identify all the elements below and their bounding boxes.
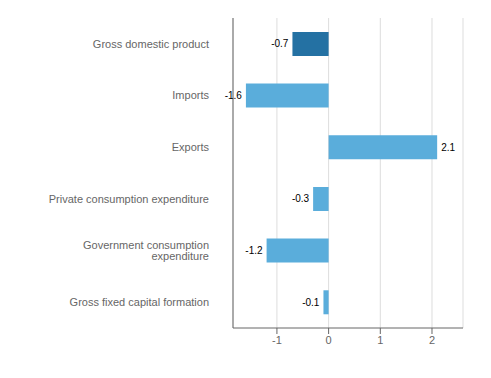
svg-text:-1.6: -1.6 xyxy=(225,90,243,101)
svg-text:-0.7: -0.7 xyxy=(271,38,289,49)
svg-text:2: 2 xyxy=(429,334,435,346)
svg-text:Government consumptionexpendit: Government consumptionexpenditure xyxy=(83,239,209,262)
svg-text:Gross domestic product: Gross domestic product xyxy=(93,38,209,50)
svg-text:-1.2: -1.2 xyxy=(245,245,263,256)
svg-text:Exports: Exports xyxy=(172,141,210,153)
svg-text:2.1: 2.1 xyxy=(441,142,455,153)
svg-text:Gross fixed capital formation: Gross fixed capital formation xyxy=(70,296,209,308)
svg-text:1: 1 xyxy=(377,334,383,346)
svg-text:Private consumption expenditur: Private consumption expenditure xyxy=(49,193,209,205)
svg-text:Imports: Imports xyxy=(172,89,209,101)
svg-text:-0.1: -0.1 xyxy=(302,297,320,308)
svg-text:-0.3: -0.3 xyxy=(292,193,310,204)
svg-text:0: 0 xyxy=(326,334,332,346)
svg-text:-1: -1 xyxy=(272,334,282,346)
